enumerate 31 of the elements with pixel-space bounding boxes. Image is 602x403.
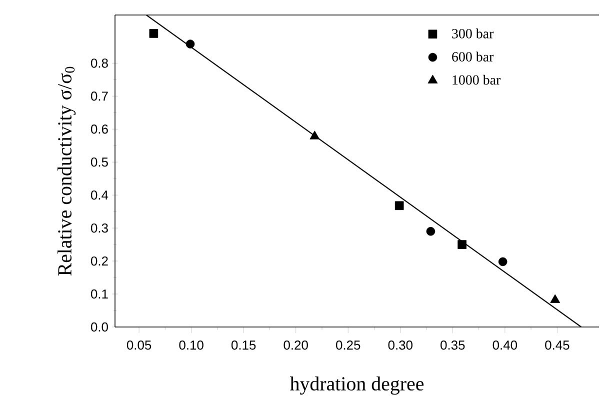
legend-label: 600 bar (452, 52, 494, 62)
x-axis-title: hydration degree (290, 376, 424, 395)
point (426, 226, 436, 236)
x-tick-label: 0.35 (440, 340, 465, 350)
point (550, 294, 560, 303)
x-tick-label: 0.45 (545, 340, 570, 350)
point (394, 201, 404, 210)
point (458, 240, 466, 249)
y-tick-label: 0.1 (90, 289, 108, 299)
legend-label: 1000 bar (452, 74, 501, 85)
legend-label: 300 bar (452, 28, 494, 38)
y-tick-label: 0.2 (90, 256, 108, 266)
x-tick-label: 0.05 (126, 340, 152, 350)
x-tick-label: 0.25 (336, 340, 360, 350)
x-tick-label: 0.20 (284, 340, 308, 350)
y-tick-label: 0.6 (90, 124, 108, 134)
x-tick-label: 0.15 (231, 340, 256, 350)
y-tick-label: 0.4 (90, 190, 108, 200)
y-tick-label: 0.0 (90, 322, 108, 332)
y-axis-title: Relative conductivity σ/σ$_{0}$ (58, 66, 76, 276)
point (498, 257, 508, 266)
y-tick-label: 0.5 (90, 158, 108, 167)
x-tick-label: 0.40 (492, 340, 518, 350)
point (149, 29, 158, 38)
y-tick-label: 0.7 (90, 92, 108, 101)
point (310, 130, 320, 140)
x-tick-label: 0.10 (179, 340, 204, 350)
point (186, 40, 195, 48)
x-tick-label: 0.30 (388, 340, 412, 350)
y-tick-label: 0.8 (90, 58, 108, 68)
y-tick-label: 0.3 (90, 223, 108, 233)
